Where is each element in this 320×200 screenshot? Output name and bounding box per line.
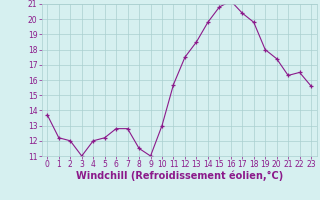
X-axis label: Windchill (Refroidissement éolien,°C): Windchill (Refroidissement éolien,°C) — [76, 171, 283, 181]
